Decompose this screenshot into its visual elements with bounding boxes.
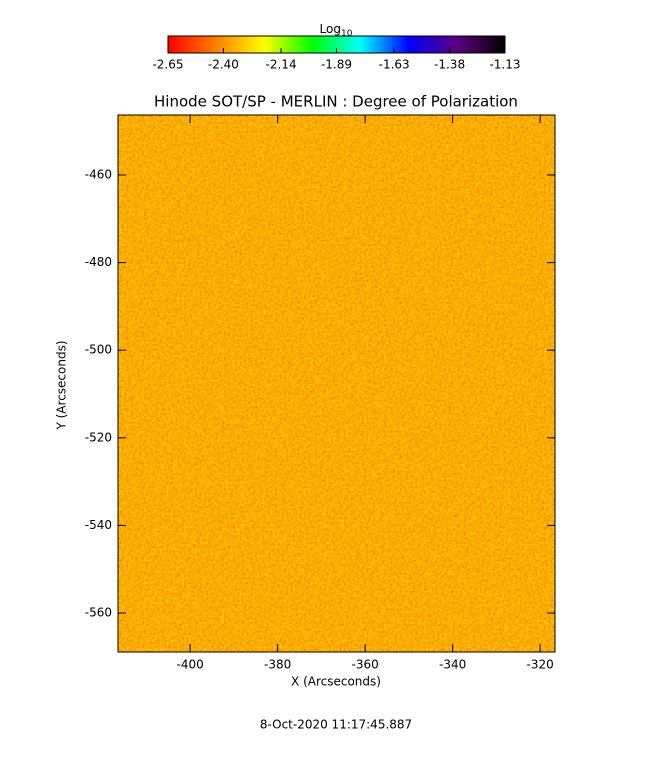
footer: 8-Oct-2020 11:17:45.887 [260,718,412,732]
colorbar-tick-label: -2.40 [208,58,239,72]
colorbar-tick-label: -1.89 [321,58,352,72]
x-tick-label: -340 [439,658,466,672]
x-tick-label: -360 [352,658,379,672]
x-tick-label: -380 [264,658,291,672]
colorbar-tick-label: -2.65 [152,58,183,72]
x-tick-label: -320 [527,658,554,672]
chart-title: Hinode SOT/SP - MERLIN : Degree of Polar… [154,93,518,111]
colorbar-label-subscript: 10 [341,29,353,39]
colorbar-label: Log10 [320,22,353,39]
y-tick-label: -460 [85,168,112,182]
x-tick-label: -400 [177,658,204,672]
colorbar-label-base: Log [320,22,341,36]
y-axis-label: Y (Arcseconds) [55,340,69,430]
y-tick-label: -540 [85,518,112,532]
plot-frame [117,114,556,653]
y-tick-label: -500 [85,343,112,357]
y-tick-label: -480 [85,255,112,269]
heatmap-texture [118,115,555,652]
colorbar-tick-label: -2.14 [266,58,297,72]
y-tick-label: -520 [85,430,112,444]
y-tick-label: -560 [85,606,112,620]
x-axis-label: X (Arcseconds) [291,675,381,689]
colorbar-tick-label: -1.38 [434,58,465,72]
colorbar-tick-label: -1.13 [489,58,520,72]
colorbar-tick-label: -1.63 [379,58,410,72]
